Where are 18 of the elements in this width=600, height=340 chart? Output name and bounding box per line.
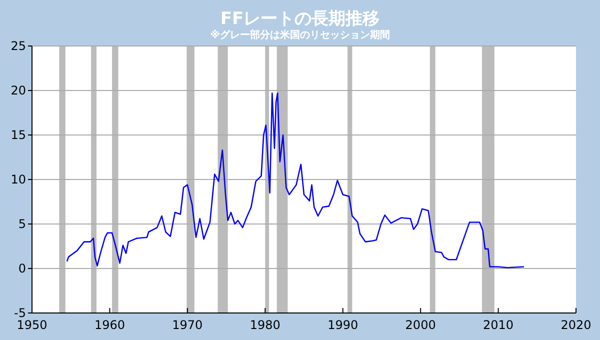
chart-title: FFレートの長期推移 [220, 9, 380, 29]
y-tick-label: 15 [10, 128, 26, 142]
y-tick-label: 20 [10, 84, 26, 98]
x-tick-label: 1960 [94, 318, 125, 332]
y-tick-label: 10 [10, 172, 26, 187]
y-tick-label: -5 [14, 306, 26, 320]
x-tick-label: 1990 [328, 318, 358, 332]
x-tick-label: 1950 [16, 318, 48, 332]
x-tick-label: 2020 [560, 318, 592, 332]
y-tick-label: 0 [18, 262, 26, 276]
chart-subtitle: ※グレー部分は米国のリセッション期間 [210, 29, 390, 41]
x-tick-label: 1980 [250, 318, 280, 332]
y-tick-label: 25 [10, 39, 26, 54]
x-tick-label: 1970 [172, 318, 203, 332]
x-tick-label: 2000 [405, 318, 436, 332]
y-tick-label: 5 [18, 217, 26, 232]
x-tick-label: 2010 [483, 318, 514, 332]
line-series [66, 92, 525, 268]
